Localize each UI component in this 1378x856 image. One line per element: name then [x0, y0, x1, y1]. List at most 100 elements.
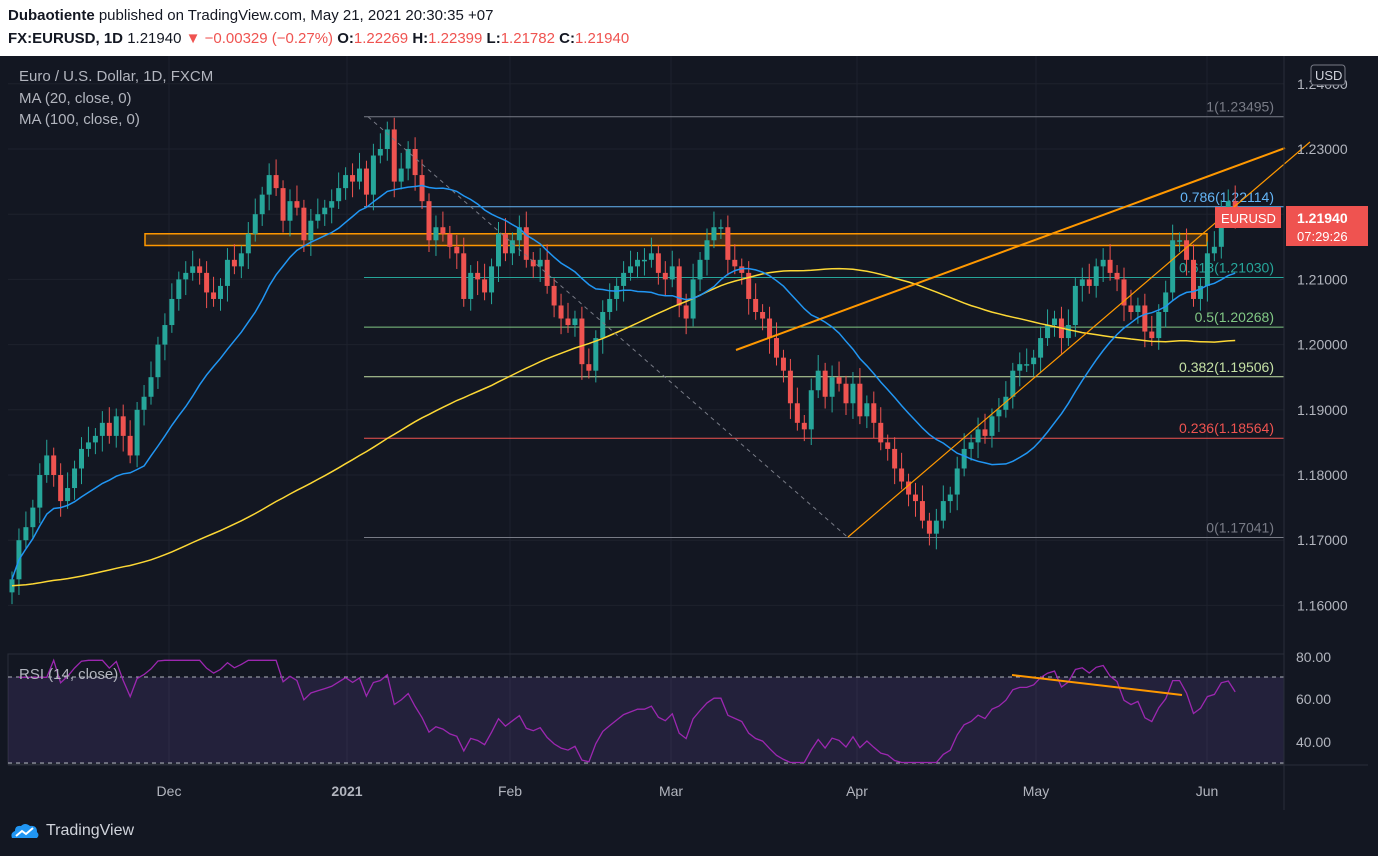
candle-body — [1017, 364, 1023, 371]
candle — [669, 250, 675, 288]
candle — [989, 408, 995, 448]
candle — [885, 434, 891, 461]
candle — [906, 473, 912, 507]
fib-level-label: 0.5(1.20268) — [1195, 309, 1274, 325]
candle-body — [1086, 279, 1092, 286]
candle — [780, 349, 786, 383]
candle-body — [482, 279, 488, 293]
candle-body — [774, 338, 779, 358]
candle-body — [405, 149, 411, 169]
candle — [218, 278, 223, 311]
candle-body — [287, 201, 293, 221]
candle — [899, 452, 905, 490]
candle — [92, 428, 98, 455]
candle-body — [621, 272, 627, 286]
candle — [1017, 352, 1023, 387]
candle — [65, 472, 71, 509]
tradingview-logo[interactable]: TradingView — [10, 822, 134, 840]
candle — [1191, 244, 1196, 307]
candle-body — [732, 259, 738, 267]
candle-body — [1135, 305, 1141, 312]
candle — [468, 265, 474, 311]
fib-level-label: 0.382(1.19506) — [1179, 359, 1274, 375]
candle — [843, 375, 849, 416]
candle-body — [940, 501, 946, 521]
candle-body — [231, 259, 237, 267]
candle — [829, 365, 835, 413]
candle-body — [1128, 305, 1134, 312]
ma100-line — [11, 267, 1236, 587]
rsi-band — [8, 677, 1284, 763]
candle-body — [280, 188, 286, 221]
candle — [628, 250, 634, 281]
candle — [982, 413, 988, 444]
candle — [190, 250, 196, 281]
candle — [913, 482, 918, 517]
candle — [1163, 280, 1169, 328]
candle-body — [704, 240, 710, 260]
grid — [8, 56, 1284, 764]
legend-rsi[interactable]: RSI (14, close) — [19, 666, 118, 683]
candle — [169, 283, 175, 333]
candle — [1204, 241, 1210, 302]
svg-text:60.00: 60.00 — [1296, 691, 1331, 707]
candle — [412, 137, 418, 191]
candle-body — [1031, 357, 1037, 365]
candle — [211, 276, 217, 307]
candle-body — [1197, 285, 1203, 299]
candle-body — [363, 168, 369, 195]
currency-badge[interactable] — [1310, 64, 1346, 86]
candle-body — [551, 285, 557, 306]
candle — [919, 485, 925, 529]
candle-body — [412, 149, 418, 176]
candle — [496, 222, 501, 283]
candle-body — [65, 488, 71, 502]
candle — [926, 512, 932, 546]
rsi-line — [18, 658, 1236, 764]
candle-body — [787, 370, 793, 404]
candles — [9, 117, 1238, 605]
candle — [565, 302, 571, 333]
resistance-trendline[interactable] — [735, 147, 1286, 351]
candle-body — [718, 227, 724, 229]
candle — [322, 199, 328, 226]
rsi-divergence-line[interactable] — [1011, 674, 1183, 696]
price-tick-label: 1.23000 — [1297, 141, 1348, 157]
candle-body — [850, 383, 856, 404]
candle-body — [1211, 246, 1217, 254]
candle — [815, 355, 821, 399]
author-name[interactable]: Dubaotiente — [8, 7, 95, 24]
support-zone[interactable] — [144, 233, 1208, 247]
legend-ma20[interactable]: MA (20, close, 0) — [19, 90, 132, 107]
time-tick-label: Jun — [1196, 783, 1219, 799]
candle-body — [697, 259, 703, 280]
candle — [502, 218, 508, 262]
candle-body — [572, 318, 578, 326]
candle-body — [871, 403, 877, 423]
price-axis[interactable]: 1.16000 1.17000 1.18000 1.19000 1.20000 1.210… — [1297, 76, 1348, 614]
candle-body — [885, 442, 891, 449]
time-axis[interactable]: Dec 2021 Feb Mar Apr May Jun — [157, 783, 1219, 799]
candle-body — [252, 214, 258, 234]
candle — [482, 263, 488, 301]
candle — [1142, 293, 1148, 348]
candle-body — [106, 422, 112, 436]
candle-body — [523, 227, 529, 260]
candle — [871, 391, 877, 439]
candle-body — [913, 494, 918, 502]
candle — [454, 235, 460, 269]
legend-ma100[interactable]: MA (100, close, 0) — [19, 111, 140, 128]
candle — [683, 293, 689, 335]
candle-body — [454, 246, 460, 254]
price-change: −0.00329 (−0.27%) — [204, 30, 334, 47]
candle — [787, 358, 793, 419]
candle-body — [183, 272, 189, 280]
fib-retracement[interactable]: 1(1.23495)0.786(1.22114)0.618(1.21030)0.… — [364, 99, 1284, 539]
candle — [760, 304, 766, 331]
candle-body — [593, 338, 599, 371]
low-value: 1.21782 — [500, 30, 555, 47]
candle — [739, 258, 745, 285]
candle-body — [384, 129, 390, 149]
price-chart[interactable]: 1(1.23495)0.786(1.22114)0.618(1.21030)0.… — [0, 56, 1378, 818]
candle — [1024, 348, 1030, 372]
